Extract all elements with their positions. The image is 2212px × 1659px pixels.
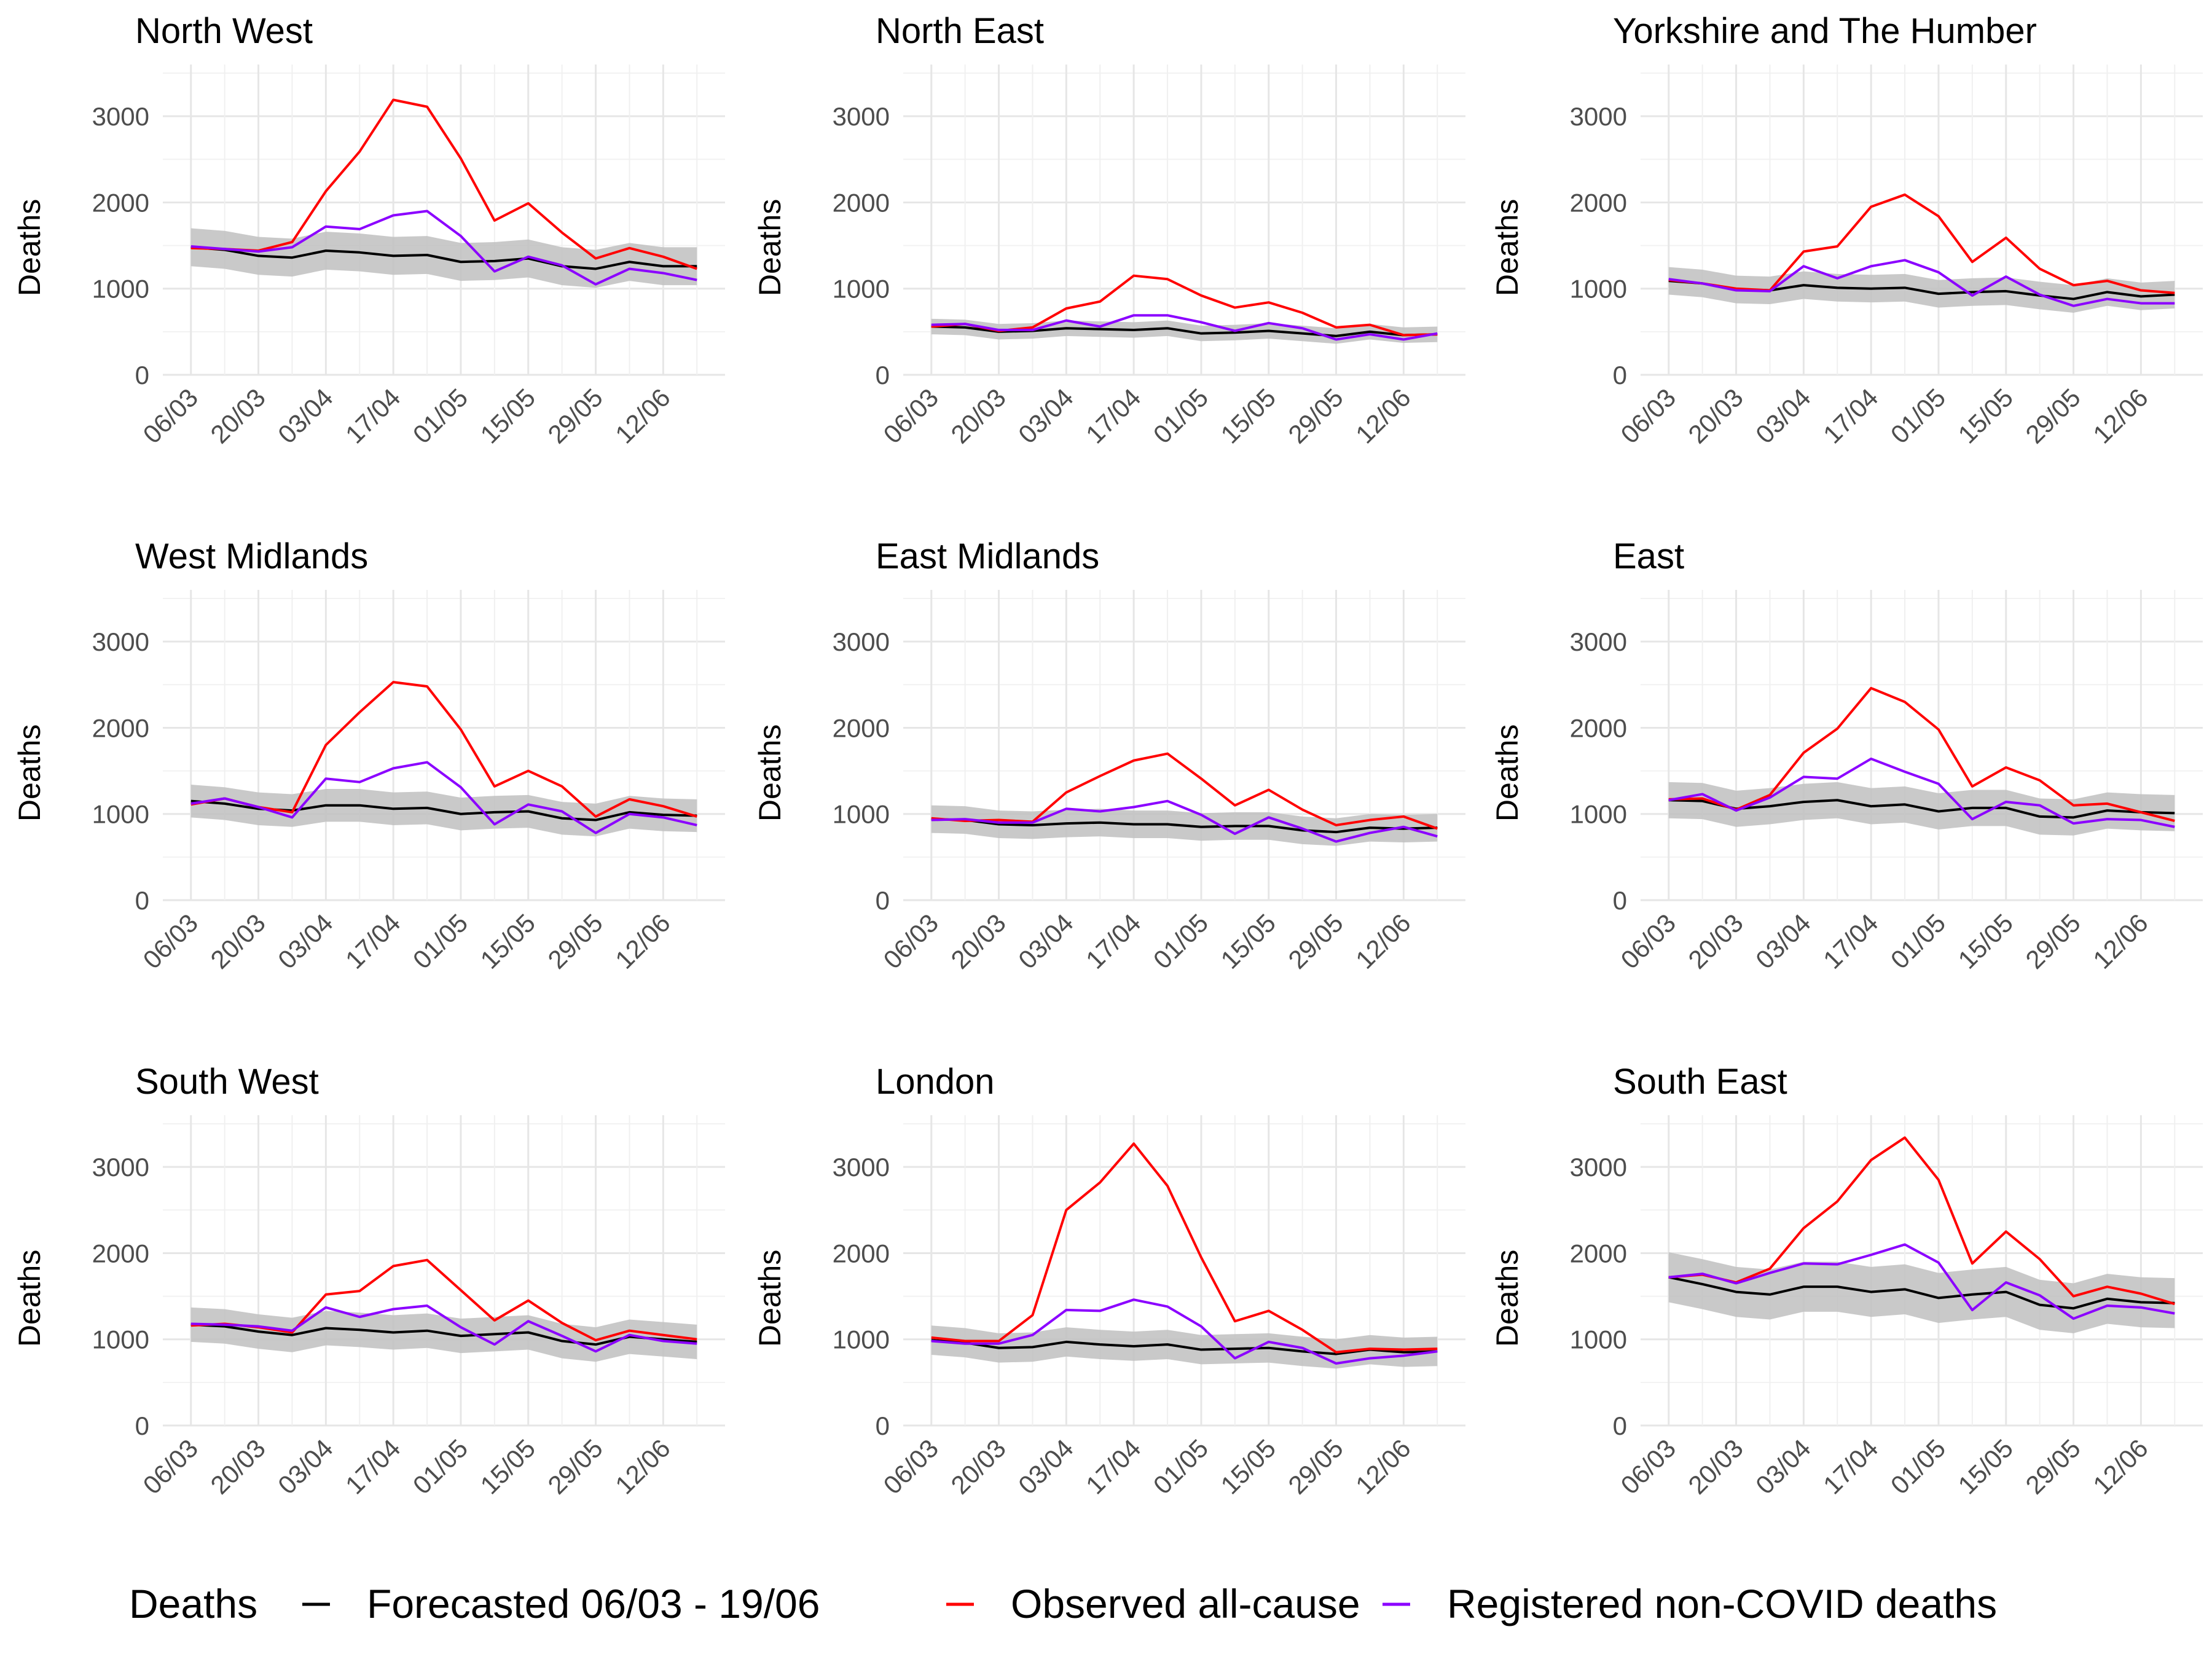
forecast-line (1668, 799, 2175, 819)
panel-title: East (1613, 536, 1684, 576)
y-tick-label: 1000 (92, 1325, 149, 1354)
forecast-line (1668, 1276, 2175, 1310)
y-tick-label: 1000 (833, 275, 890, 304)
y-axis-title: Deaths (12, 199, 47, 296)
observed-line (190, 681, 697, 818)
legend-label-forecast: Forecasted 06/03 - 19/06 (367, 1581, 820, 1626)
y-tick-label: 1000 (833, 800, 890, 829)
y-axis-title: Deaths (753, 199, 787, 296)
y-tick-label: 0 (1613, 1411, 1627, 1440)
y-tick-label: 1000 (92, 275, 149, 304)
panel-title: London (876, 1062, 995, 1102)
y-tick-label: 2000 (833, 188, 890, 217)
y-tick-label: 3000 (1570, 102, 1627, 131)
y-axis-title: Deaths (1490, 724, 1524, 822)
y-tick-label: 1000 (1570, 1325, 1627, 1354)
y-tick-label: 0 (876, 886, 890, 915)
forecast-band (190, 1307, 697, 1362)
noncovid-line (1668, 757, 2175, 828)
y-tick-label: 3000 (1570, 1153, 1627, 1182)
forecast-line (931, 1339, 1438, 1355)
y-tick-label: 2000 (92, 188, 149, 217)
noncovid-line (931, 1298, 1438, 1365)
noncovid-line (931, 314, 1438, 341)
y-tick-label: 3000 (92, 627, 149, 656)
y-tick-label: 2000 (92, 713, 149, 742)
panel-title: North West (135, 11, 313, 51)
y-axis-title: Deaths (12, 724, 47, 822)
legend-title: Deaths (129, 1581, 257, 1626)
y-axis-title: Deaths (753, 1250, 787, 1347)
forecast-line (190, 246, 697, 270)
y-tick-label: 2000 (1570, 188, 1627, 217)
y-tick-label: 0 (1613, 361, 1627, 390)
observed-line (190, 98, 697, 270)
y-tick-label: 3000 (833, 1153, 890, 1182)
forecast-line (931, 818, 1438, 834)
panel-title: South East (1613, 1062, 1787, 1102)
observed-line (1668, 686, 2175, 822)
y-tick-label: 1000 (1570, 275, 1627, 304)
y-axis-title: Deaths (12, 1250, 47, 1347)
y-tick-label: 0 (876, 1411, 890, 1440)
y-tick-label: 0 (1613, 886, 1627, 915)
observed-line (931, 752, 1438, 830)
y-tick-label: 3000 (833, 102, 890, 131)
forecast-line (190, 1323, 697, 1346)
legend-label-observed: Observed all-cause (1011, 1581, 1360, 1626)
y-tick-label: 3000 (1570, 627, 1627, 656)
noncovid-line (1668, 259, 2175, 307)
legend: Deaths Forecasted 06/03 - 19/06 Observed… (129, 1581, 1997, 1626)
y-tick-label: 3000 (92, 1153, 149, 1182)
panel-title: North East (876, 11, 1044, 51)
noncovid-line (931, 799, 1438, 843)
y-tick-label: 2000 (92, 1239, 149, 1268)
observed-line (190, 1258, 697, 1342)
observed-line (1668, 193, 2175, 294)
noncovid-line (190, 761, 697, 834)
y-tick-label: 0 (135, 361, 149, 390)
y-tick-label: 0 (876, 361, 890, 390)
panel-title: Yorkshire and The Humber (1613, 11, 2037, 51)
y-axis-title: Deaths (753, 724, 787, 822)
panel-title: West Midlands (135, 536, 368, 576)
panel-title: East Midlands (876, 536, 1099, 576)
y-tick-label: 1000 (92, 800, 149, 829)
panel-title: South West (135, 1062, 319, 1102)
y-tick-label: 2000 (833, 713, 890, 742)
y-tick-label: 1000 (833, 1325, 890, 1354)
forecast-line (931, 325, 1438, 337)
y-tick-label: 2000 (1570, 1239, 1627, 1268)
y-tick-label: 2000 (1570, 713, 1627, 742)
y-tick-label: 0 (135, 886, 149, 915)
noncovid-line (1668, 1243, 2175, 1320)
y-tick-label: 3000 (92, 102, 149, 131)
y-axis-title: Deaths (1490, 199, 1524, 296)
y-tick-label: 0 (135, 1411, 149, 1440)
observed-line (1668, 1136, 2175, 1306)
y-axis-title: Deaths (1490, 1250, 1524, 1347)
y-tick-label: 2000 (833, 1239, 890, 1268)
y-tick-label: 1000 (1570, 800, 1627, 829)
y-tick-label: 3000 (833, 627, 890, 656)
noncovid-line (190, 1304, 697, 1353)
noncovid-line (190, 210, 697, 286)
observed-line (931, 1142, 1438, 1354)
legend-label-noncovid: Registered non-COVID deaths (1447, 1581, 1997, 1626)
